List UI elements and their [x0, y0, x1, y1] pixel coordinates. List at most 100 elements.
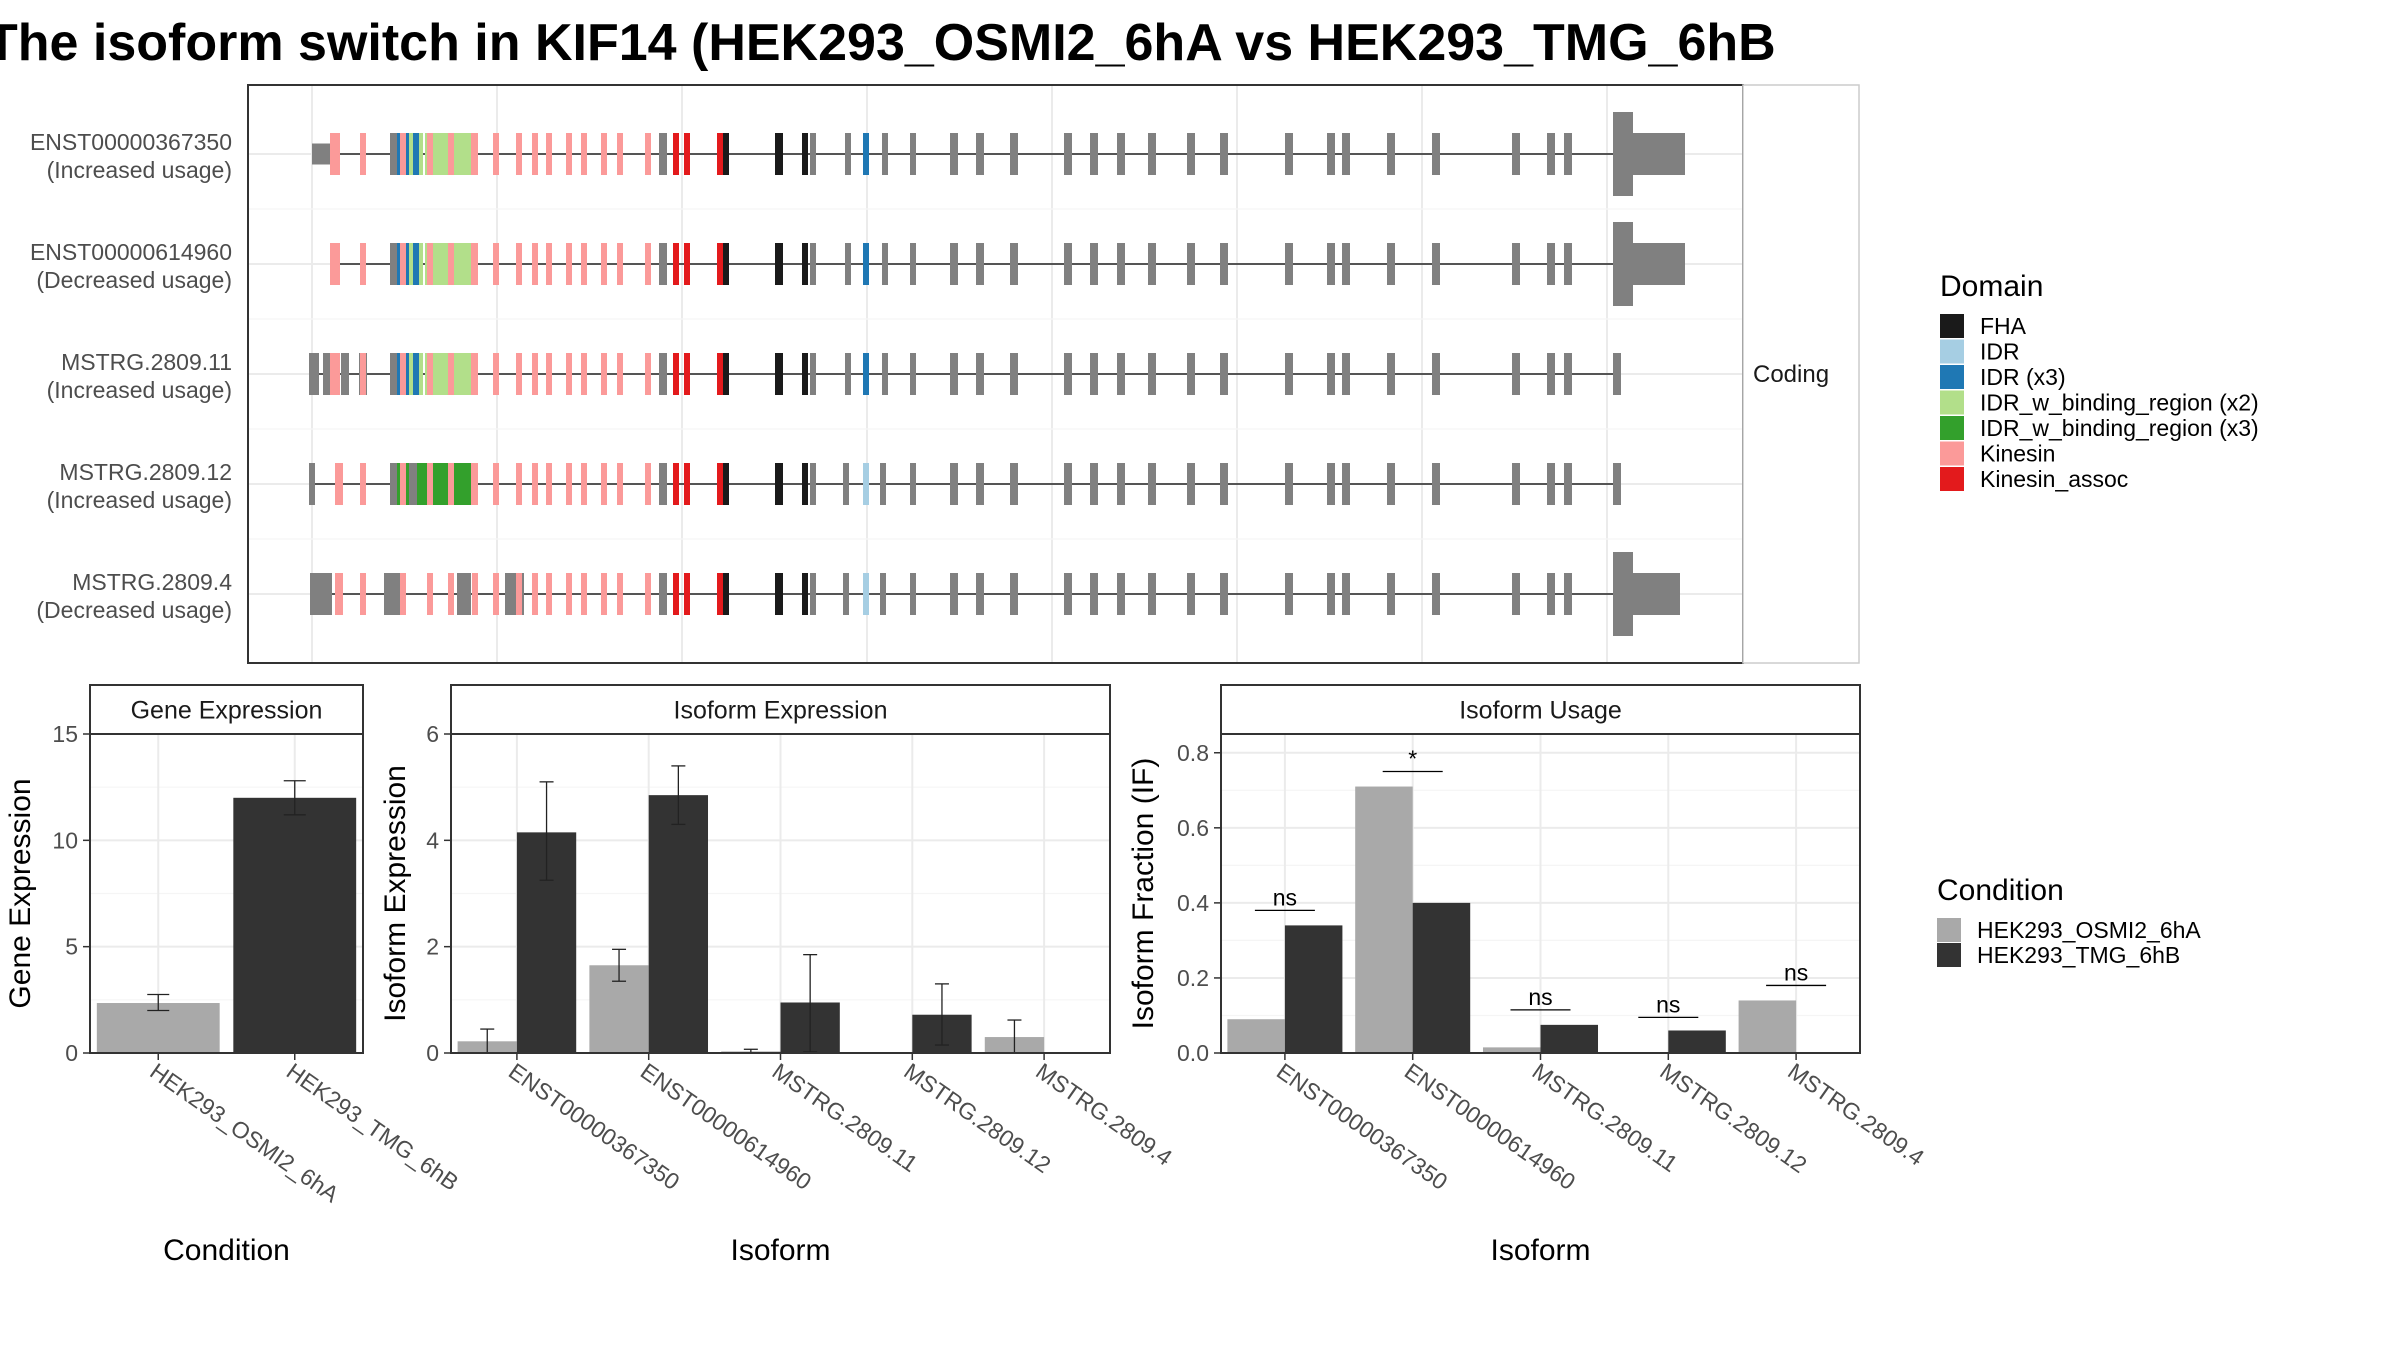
transcript-ENST00000614960 — [330, 222, 1685, 306]
exon — [1187, 573, 1195, 615]
exon — [863, 243, 869, 285]
condition-legend-key — [1937, 943, 1961, 967]
exon — [1010, 573, 1018, 615]
exon — [617, 353, 623, 395]
exon — [1148, 353, 1156, 395]
isoform-usage-label: (Decreased usage) — [36, 597, 232, 623]
exon — [465, 243, 471, 285]
exon — [1220, 353, 1228, 395]
exon — [601, 243, 607, 285]
exon — [1342, 353, 1350, 395]
exon — [1285, 353, 1293, 395]
exon — [493, 463, 499, 505]
exon — [1090, 573, 1098, 615]
exon — [417, 463, 427, 505]
exon — [843, 573, 849, 615]
exon — [457, 573, 471, 615]
exon — [802, 133, 808, 175]
exon — [910, 463, 916, 505]
exon — [1117, 463, 1125, 505]
exon — [493, 133, 499, 175]
isoform-label-MSTRG.2809.12: MSTRG.2809.12 — [59, 459, 232, 485]
exon — [659, 243, 667, 285]
exon — [566, 573, 572, 615]
exon — [723, 463, 729, 505]
exon — [413, 353, 419, 395]
domain-legend-label: Kinesin — [1980, 441, 2055, 467]
exon — [493, 243, 499, 285]
exon — [546, 573, 552, 615]
isoform-usage-label: (Increased usage) — [47, 377, 232, 403]
domain-legend-label: Kinesin_assoc — [1980, 466, 2128, 492]
exon — [723, 353, 729, 395]
exon — [1342, 463, 1350, 505]
exon — [843, 463, 849, 505]
exon — [863, 353, 869, 395]
exon — [493, 353, 499, 395]
exon — [863, 573, 869, 615]
exon — [1064, 133, 1072, 175]
exon — [1220, 243, 1228, 285]
domain-legend-label: IDR — [1980, 339, 2020, 365]
bar-HEK293_TMG_6hB-MSTRG.2809.12 — [1668, 1030, 1726, 1053]
exon — [427, 243, 433, 285]
y-tick-label: 0.2 — [1177, 965, 1209, 991]
exon — [1432, 243, 1440, 285]
exon — [1342, 573, 1350, 615]
significance-label: ns — [1528, 984, 1552, 1010]
exon — [419, 133, 423, 175]
x-axis-title: Isoform — [1490, 1234, 1590, 1267]
exon — [1327, 353, 1335, 395]
exon — [323, 353, 333, 395]
exon — [516, 463, 522, 505]
exon — [472, 243, 478, 285]
exon — [617, 463, 623, 505]
exon — [1010, 243, 1018, 285]
domain-legend-label: IDR_w_binding_region (x2) — [1980, 390, 2259, 416]
exon — [845, 133, 851, 175]
isoform-usage-label: (Decreased usage) — [36, 267, 232, 293]
exon — [532, 243, 538, 285]
bar-HEK293_TMG_6hB-ENST00000367350 — [1284, 925, 1343, 1053]
exon — [775, 573, 783, 615]
exon — [950, 573, 958, 615]
exon — [1090, 133, 1098, 175]
exon — [1387, 353, 1395, 395]
exon — [1220, 573, 1228, 615]
exon — [976, 463, 984, 505]
exon — [723, 133, 729, 175]
exon — [532, 133, 538, 175]
isoform-usage-label: (Increased usage) — [47, 487, 232, 513]
panel-strip — [1220, 684, 1861, 735]
exon — [1010, 463, 1018, 505]
exon — [1387, 573, 1395, 615]
exon — [645, 133, 651, 175]
exon — [1564, 573, 1572, 615]
exon — [546, 133, 552, 175]
exon — [1148, 133, 1156, 175]
y-tick-label: 2 — [426, 934, 439, 960]
bar-HEK293_OSMI2_6hA-MSTRG.2809.4 — [1738, 1000, 1797, 1053]
x-axis-title: Condition — [163, 1234, 290, 1267]
y-axis-title: Gene Expression — [4, 778, 37, 1008]
exon — [1613, 463, 1621, 505]
exon — [516, 243, 522, 285]
exon — [1010, 353, 1018, 395]
exon — [309, 353, 319, 395]
exon — [802, 353, 808, 395]
exon — [360, 463, 366, 505]
exon — [845, 353, 851, 395]
exon — [1148, 573, 1156, 615]
exon — [400, 133, 406, 175]
exon — [684, 573, 690, 615]
exon — [1327, 243, 1335, 285]
exon — [1090, 243, 1098, 285]
exon — [1285, 133, 1293, 175]
exon — [1220, 463, 1228, 505]
exon — [505, 573, 513, 615]
exon — [910, 573, 916, 615]
domain-legend-key — [1940, 339, 1964, 364]
exon — [684, 353, 690, 395]
exon — [448, 133, 454, 175]
exon — [684, 463, 690, 505]
